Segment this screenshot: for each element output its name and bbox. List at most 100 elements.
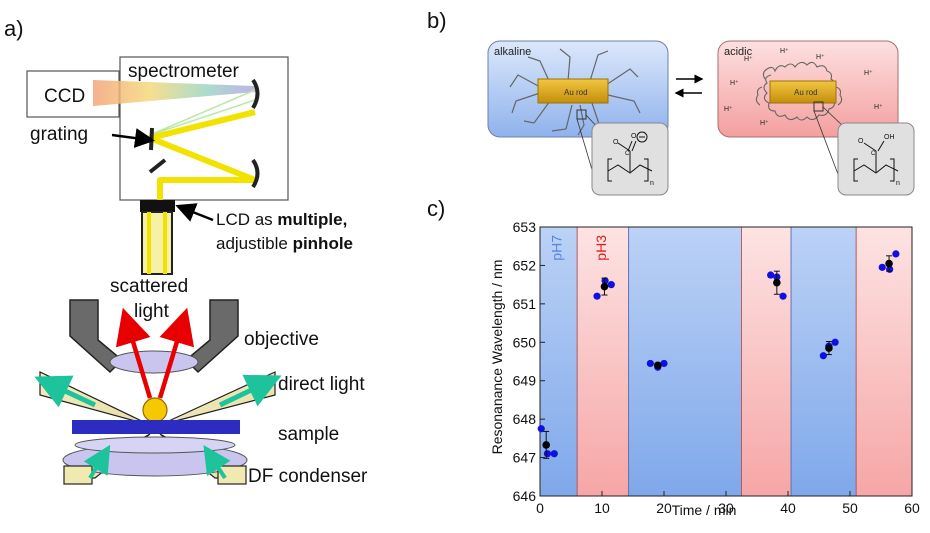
panel-a-diagram: CCD spectrometer grating LCD as multiple… [26,56,368,487]
mirror-bottom-left [148,158,167,174]
band-1 [576,226,630,497]
x-tick-label-4: 40 [780,500,796,516]
y-tick-label-5: 651 [513,296,537,312]
proton-labels: H⁺ H⁺ H⁺ H⁺ H⁺ H⁺ H⁺ H⁺ [724,48,883,127]
y-axis-label: Resonanance Wavelength / nm [489,260,505,455]
y-tick-label-1: 647 [513,450,537,466]
mean-point-2 [654,361,662,370]
svg-text:H⁺: H⁺ [730,80,739,87]
sample-slide [72,420,240,434]
objective-right [184,299,239,374]
svg-text:H⁺: H⁺ [816,54,825,61]
subscript-n-right: n [896,180,900,187]
resonance-chart: pH7 pH3 0 10 20 30 40 50 60 646 647 648 649 650 651 65… [489,219,920,518]
replicate-point-2 [550,450,558,458]
au-rod-left [537,78,609,104]
mirror-bottom-right [251,158,260,189]
objective-label: objective [244,329,319,350]
mean-point-0 [542,441,550,449]
grating-element [149,127,154,151]
svg-text:H⁺: H⁺ [760,120,769,127]
optical-tube [141,211,173,275]
mean-point-4 [825,344,833,352]
o-label-left: O [613,139,619,146]
x-tick-label-6: 60 [904,500,920,516]
svg-text:O: O [631,133,637,140]
replicate-point-8 [660,359,668,368]
spectrometer-label: spectrometer [128,61,240,82]
subscript-n-left: n [650,180,654,187]
replicate-point-5 [607,281,615,289]
band-label-1: pH3 [593,235,609,261]
svg-text:H⁺: H⁺ [864,70,873,77]
nanoparticle [142,397,168,423]
x-axis-label: Time / min [672,502,737,518]
lcd-label-line1: LCD as multiple, [216,210,347,229]
band-2 [628,226,742,497]
df-condenser-label: DF condenser [248,466,368,487]
svg-text:H⁺: H⁺ [780,48,789,55]
panel-b-label: b) [427,8,447,33]
panel-b-diagram: alkaline Au rod O O C n acidic Au [487,40,915,196]
replicate-point-4 [601,277,609,285]
spectrum-beam [93,80,255,106]
x-tick-label-3: 30 [718,500,734,516]
svg-text:C: C [625,151,630,157]
direct-light-right [159,371,276,426]
mirror-top [251,78,260,110]
x-tick-label-2: 20 [656,500,672,516]
sample-label: sample [278,424,339,445]
x-tick-label-5: 50 [842,500,858,516]
replicate-point-1 [543,450,552,458]
direct-light-left [39,371,151,426]
ccd-label: CCD [44,86,85,107]
au-rod-right-label: Au rod [794,88,818,97]
replicate-point-11 [779,292,787,300]
band-3 [741,226,792,497]
y-tick-label-3: 649 [513,373,537,389]
replicate-point-3 [593,292,601,300]
mean-point-5 [885,259,893,268]
oh-label: OH [884,134,895,141]
y-tick-label-6: 652 [513,257,537,273]
scattered-arrow-left [115,307,153,399]
replicate-point-9 [767,271,775,279]
direct-light-label: direct light [278,374,365,395]
y-tick-label-0: 646 [513,488,537,504]
mean-point-3 [773,278,781,287]
band-label-0: pH7 [549,235,565,261]
acidic-label: acidic [724,46,753,58]
au-rod-right [769,80,837,104]
lcd-pinhole [140,200,175,212]
carboxylate-structure [607,131,653,182]
svg-text:H⁺: H⁺ [724,106,733,113]
scattered-arrow-right [157,307,195,399]
scattered-label-1: scattered [110,276,188,297]
replicate-point-12 [819,352,827,360]
lcd-label-line2: adjustible pinhole [216,234,353,253]
band-4 [790,226,857,497]
panel-c-label: c) [427,196,446,221]
replicate-point-17 [892,250,900,258]
y-tick-label-7: 653 [513,219,537,235]
lcd-arrow [175,203,214,222]
o-label-right: O [858,138,864,145]
grating-label: grating [30,124,88,145]
replicate-point-0 [537,425,545,433]
x-tick-label-1: 10 [594,500,610,516]
y-tick-label-4: 650 [513,334,537,350]
grating-arrow [111,128,155,148]
svg-text:H⁺: H⁺ [744,56,753,63]
replicate-point-14 [831,338,839,346]
x-tick-label-0: 0 [536,500,544,516]
mean-point-1 [600,282,609,291]
y-tick-label-2: 648 [513,411,537,427]
scattered-label-2: light [134,301,170,322]
carboxylic-acid-structure [853,140,899,182]
replicate-point-15 [878,263,886,271]
alkaline-label: alkaline [494,46,531,58]
svg-text:H⁺: H⁺ [874,104,883,111]
band-5 [855,226,913,497]
objective-lens [109,350,199,374]
replicate-point-6 [646,359,654,368]
